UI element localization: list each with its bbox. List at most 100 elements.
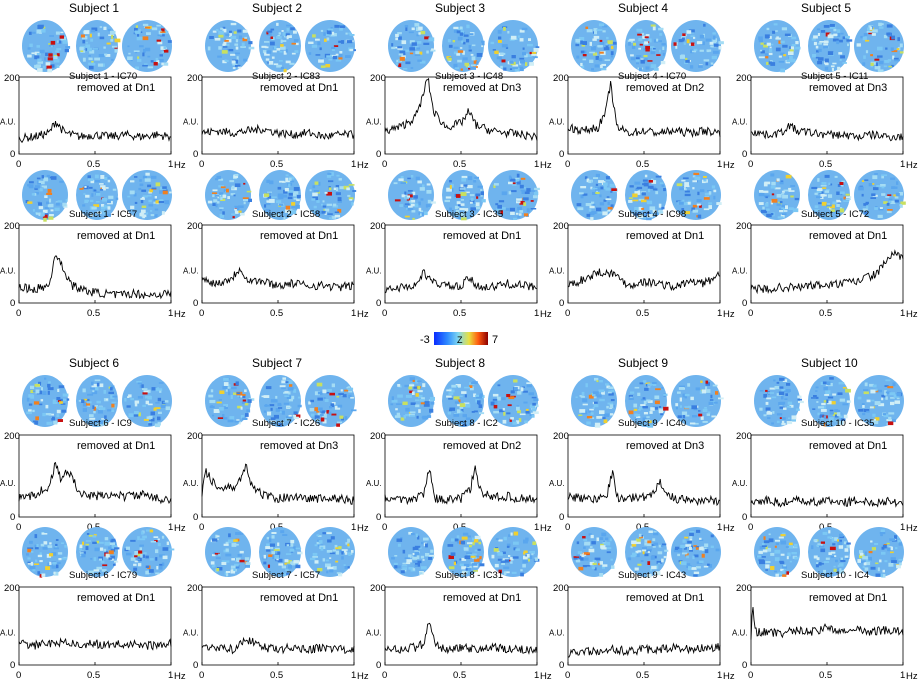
brain-map-voxel (266, 31, 272, 36)
brain-map-voxel (157, 416, 161, 421)
brain-map-voxel (91, 383, 97, 388)
brain-map-voxel (510, 532, 513, 536)
brain-map-voxel (232, 216, 235, 219)
brain-map-voxel (57, 200, 63, 203)
brain-map-voxel (788, 190, 795, 192)
brain-map-voxel (332, 55, 337, 60)
brain-map-voxel (309, 557, 316, 561)
brain-slice-map (571, 20, 617, 72)
brain-map-voxel (279, 180, 285, 183)
brain-map-voxel (846, 196, 852, 199)
brain-map-voxel (223, 189, 228, 192)
brain-map-voxel (88, 55, 91, 57)
brain-map-voxel (510, 561, 513, 564)
brain-map-voxel (226, 188, 229, 193)
brain-map-voxel (663, 393, 668, 396)
brain-map-voxel (222, 414, 225, 418)
brain-map-voxel (589, 561, 595, 566)
brain-map-voxel (460, 68, 463, 71)
brain-map-voxel (692, 555, 695, 560)
brain-map-voxel (503, 411, 506, 416)
brain-map-voxel (599, 410, 605, 414)
brain-map-voxel (783, 564, 787, 567)
brain-map-voxel (102, 564, 108, 567)
brain-map-voxel (240, 46, 246, 48)
x-tick-label: 0 (565, 159, 570, 170)
brain-map-voxel (295, 564, 301, 569)
brain-map-voxel (228, 49, 234, 52)
brain-map-voxel (279, 60, 283, 62)
brain-map-voxel (316, 541, 321, 545)
brain-map-voxel (159, 54, 163, 57)
brain-map-voxel (146, 32, 151, 35)
brain-map-voxel (295, 204, 300, 209)
brain-map-voxel (162, 555, 168, 560)
brain-map-voxel (278, 422, 282, 427)
brain-map-voxel (406, 559, 412, 563)
brain-map-voxel (824, 394, 830, 396)
brain-map-voxel (402, 567, 408, 570)
brain-map-voxel (317, 535, 322, 537)
brain-map-voxel (43, 185, 47, 189)
brain-map-voxel (148, 204, 154, 207)
brain-map-voxel (270, 28, 275, 31)
brain-map-voxel (169, 191, 172, 194)
brain-slice-map (488, 527, 540, 577)
brain-map-voxel (94, 419, 100, 423)
brain-map-voxel (470, 197, 474, 201)
brain-map-voxel (40, 212, 45, 217)
brain-map-voxel (419, 60, 426, 64)
brain-map-voxel (822, 531, 828, 535)
brain-map-voxel (881, 394, 886, 398)
brain-map-voxel (827, 34, 834, 39)
brain-map-voxel (401, 40, 407, 45)
brain-map-voxel (34, 534, 38, 539)
brain-map-voxel (899, 204, 903, 206)
brain-map-voxel (27, 557, 31, 560)
brain-map-voxel (270, 545, 274, 550)
spectrum-line (384, 269, 538, 294)
brain-map-voxel (114, 560, 119, 563)
brain-map-voxel (88, 570, 94, 574)
brain-map-voxel (41, 175, 44, 179)
brain-map-voxel (520, 572, 524, 577)
brain-map-voxel (650, 407, 655, 411)
brain-map-voxel (317, 412, 322, 416)
brain-map-voxel (870, 197, 876, 199)
brain-map-voxel (241, 42, 245, 47)
brain-map-voxel (501, 397, 506, 401)
brain-map-voxel (500, 210, 503, 215)
brain-map-voxel (293, 411, 298, 415)
brain-map-voxel (461, 566, 467, 570)
brain-map-voxel (458, 30, 464, 33)
brain-slice-map (259, 375, 302, 427)
brain-map-voxel (93, 534, 97, 537)
brain-map-voxel (697, 191, 700, 196)
removal-status: removed at Dn1 (77, 440, 155, 452)
brain-map-voxel (766, 42, 771, 46)
brain-map-voxel (56, 48, 62, 51)
brain-map-voxel (141, 205, 147, 208)
brain-map-voxel (469, 385, 473, 388)
brain-map-voxel (96, 382, 100, 387)
brain-map-voxel (892, 382, 896, 387)
brain-map-voxel (586, 416, 593, 419)
brain-map-voxel (522, 386, 525, 388)
brain-map-voxel (645, 49, 650, 52)
brain-map-voxel (589, 546, 593, 548)
brain-map-voxel (705, 389, 711, 393)
brain-slice-map (854, 20, 904, 73)
brain-map-voxel (839, 59, 842, 61)
brain-map-voxel (823, 194, 827, 197)
brain-map-voxel (640, 560, 644, 562)
brain-map-voxel (594, 377, 599, 381)
brain-map-voxel (97, 32, 100, 37)
brain-map-voxel (677, 415, 682, 418)
brain-map-voxel (142, 175, 147, 179)
brain-map-voxel (631, 45, 636, 49)
brain-map-voxel (580, 50, 585, 54)
brain-map-voxel (472, 202, 477, 205)
brain-map-voxel (334, 211, 339, 213)
brain-map-voxel (338, 393, 344, 396)
